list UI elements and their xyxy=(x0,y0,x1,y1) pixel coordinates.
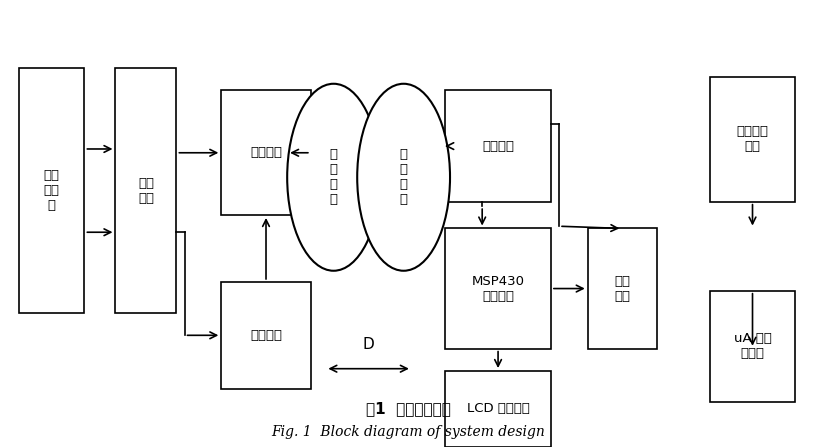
Bar xyxy=(221,282,310,389)
Bar xyxy=(587,228,657,349)
Text: MSP430
控制系统: MSP430 控制系统 xyxy=(471,275,525,302)
Bar xyxy=(221,90,310,215)
Text: 恒流
充电: 恒流 充电 xyxy=(614,275,630,302)
Text: 功率放大: 功率放大 xyxy=(250,146,282,159)
Text: uA 表头
电流表: uA 表头 电流表 xyxy=(734,332,771,361)
Bar xyxy=(445,371,551,447)
Text: 充电方式
选择: 充电方式 选择 xyxy=(736,125,769,153)
Text: D: D xyxy=(363,337,374,352)
Bar xyxy=(445,228,551,349)
Text: 电源
管理: 电源 管理 xyxy=(138,177,154,205)
Bar xyxy=(710,291,795,402)
Text: 频率振荡: 频率振荡 xyxy=(250,329,282,342)
Bar xyxy=(115,68,176,313)
Ellipse shape xyxy=(288,84,380,271)
Text: 图1  系统设计框图: 图1 系统设计框图 xyxy=(366,401,451,416)
Bar xyxy=(20,68,84,313)
Bar xyxy=(445,90,551,202)
Bar xyxy=(710,77,795,202)
Text: 整流稳压: 整流稳压 xyxy=(482,140,514,153)
Text: LCD 充电指示: LCD 充电指示 xyxy=(467,402,529,415)
Text: 耦
合
线
圈: 耦 合 线 圈 xyxy=(329,148,337,206)
Ellipse shape xyxy=(357,84,450,271)
Text: Fig. 1  Block diagram of system design: Fig. 1 Block diagram of system design xyxy=(271,425,546,439)
Text: 交直
流供
电: 交直 流供 电 xyxy=(44,169,60,212)
Text: 耦
合
线
圈: 耦 合 线 圈 xyxy=(400,148,408,206)
